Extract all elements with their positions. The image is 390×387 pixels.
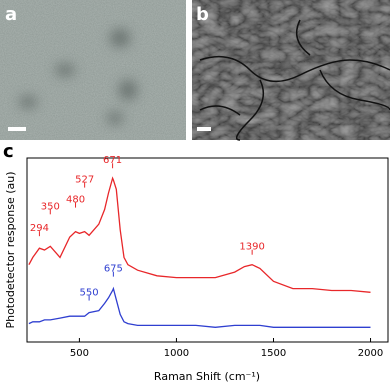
peak-label: 350 bbox=[41, 201, 60, 212]
peak-label: 550 bbox=[80, 288, 99, 299]
peak-label: 1390 bbox=[239, 242, 264, 253]
micrograph-a bbox=[0, 0, 186, 140]
peak-label: 480 bbox=[66, 195, 85, 206]
panel-label: a bbox=[5, 4, 17, 25]
x-axis-label: Raman Shift (cm⁻¹) bbox=[154, 370, 260, 383]
x-tick-label: 1500 bbox=[261, 348, 286, 359]
spectrum-line bbox=[28, 286, 371, 328]
plot-frame bbox=[26, 157, 389, 343]
peak-label: 671 bbox=[103, 155, 122, 166]
y-axis-label: Photodetector response (au) bbox=[4, 171, 17, 328]
peak-label: 527 bbox=[75, 175, 94, 186]
x-tick-label: 1000 bbox=[164, 348, 189, 359]
panel-label: b bbox=[196, 4, 209, 25]
x-tick-label: 500 bbox=[70, 348, 89, 359]
spectrum-line bbox=[28, 176, 371, 293]
panel-label: c bbox=[3, 141, 14, 162]
peak-label: 675 bbox=[104, 264, 123, 275]
x-tick-label: 2000 bbox=[358, 348, 383, 359]
peak-label: 294 bbox=[30, 223, 49, 234]
micrograph-b bbox=[192, 0, 390, 141]
